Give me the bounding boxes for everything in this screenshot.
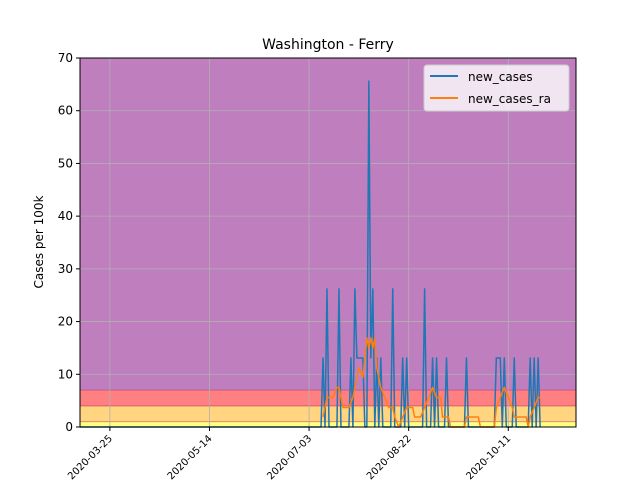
y-tick-label-7: 70 <box>58 51 73 65</box>
plot-frame <box>79 57 577 428</box>
y-tick-label-0: 0 <box>65 420 73 434</box>
y-axis-label: Cases per 100k <box>32 195 46 288</box>
y-axis: 0 10 20 30 40 50 60 70 <box>58 51 80 434</box>
y-tick-label-4: 40 <box>58 209 73 223</box>
y-tick-label-3: 30 <box>58 262 73 276</box>
legend-box <box>423 64 570 112</box>
legend-label-new-cases-ra: new_cases_ra <box>468 92 551 106</box>
series-lines <box>80 80 541 428</box>
y-tick-label-6: 60 <box>58 104 73 118</box>
risk-band-0 <box>80 421 576 427</box>
legend-label-new-cases: new_cases <box>468 70 533 84</box>
series-line-new-cases <box>80 80 541 428</box>
y-tick-label-5: 50 <box>58 156 73 170</box>
series-line-new-cases-ra <box>322 337 541 428</box>
chart-title: Washington - Ferry <box>262 37 394 53</box>
y-tick-label-2: 20 <box>58 315 73 329</box>
y-tick-label-1: 10 <box>58 367 73 381</box>
risk-band-1 <box>80 405 576 422</box>
legend: new_cases new_cases_ra <box>423 64 570 112</box>
